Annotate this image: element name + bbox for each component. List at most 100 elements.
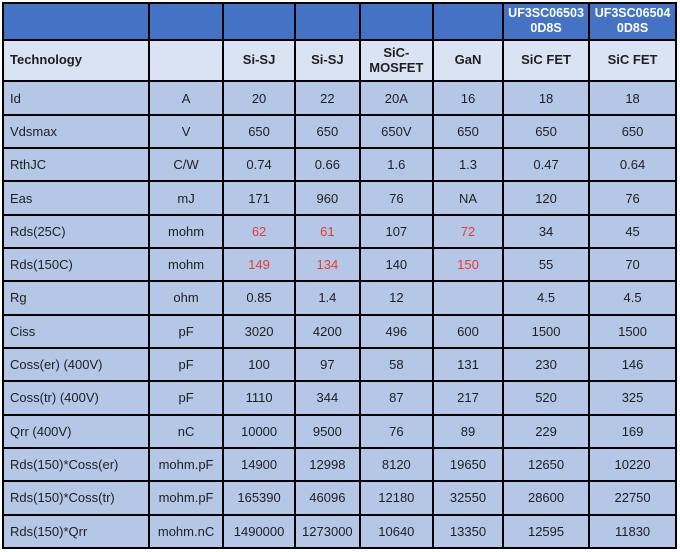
value-cell: 650 [501,113,591,150]
value-cell: 46096 [294,480,361,516]
value-cell: 0.66 [294,147,361,183]
unit-cell: nC [148,413,225,449]
value-cell: 1500 [588,313,677,349]
value-cell: 12998 [294,446,361,483]
value-cell: 18 [588,80,677,116]
value-cell: 19650 [432,446,504,483]
value-cell: 1110 [222,380,297,416]
part-number-header-cell: UF3SC06503 0D8S [501,2,591,41]
value-cell: 4200 [294,313,361,349]
value-cell: 165390 [222,480,297,516]
technology-header-cell: GaN [432,38,504,83]
value-cell: 4.5 [501,280,591,316]
value-cell: 344 [294,380,361,416]
technology-header-cell: Si-SJ [222,38,297,83]
part-number-header-row: UF3SC06503 0D8S UF3SC06504 0D8S [1,2,677,41]
value-cell: 13350 [432,513,504,550]
parameter-label: Coss(tr) (400V) [1,380,151,416]
unit-cell: mohm [148,213,225,250]
unit-cell: mohm.pF [148,446,225,483]
value-cell: 55 [501,246,591,283]
value-cell: 8120 [358,446,435,483]
value-cell: 45 [588,213,677,250]
value-cell: 120 [501,180,591,216]
value-cell: 10640 [358,513,435,550]
value-cell: 1.4 [294,280,361,316]
value-cell: 149 [222,246,297,283]
value-cell: 146 [588,346,677,383]
value-cell: 70 [588,246,677,283]
value-cell: 87 [358,380,435,416]
unit-cell: V [148,113,225,150]
empty-header-cell [1,2,151,41]
parameter-label: Rg [1,280,151,316]
value-cell: 72 [432,213,504,250]
value-cell: 650 [222,113,297,150]
value-cell: 650 [294,113,361,150]
value-cell: 18 [501,80,591,116]
value-cell: 10220 [588,446,677,483]
table-row: Id A 20 22 20A 16 18 18 [1,80,677,116]
value-cell: 28600 [501,480,591,516]
value-cell: 650 [588,113,677,150]
table-row: Ciss pF 3020 4200 496 600 1500 1500 [1,313,677,349]
table-row: Rds(150)*Coss(tr) mohm.pF 165390 46096 12180… [1,480,677,516]
value-cell: 325 [588,380,677,416]
empty-header-cell [358,2,435,41]
parameter-label: Rds(150)*Coss(er) [1,446,151,483]
technology-header-cell: Si-SJ [294,38,361,83]
empty-header-cell [294,2,361,41]
value-cell: 100 [222,346,297,383]
value-cell: 0.47 [501,147,591,183]
value-cell: 0.64 [588,147,677,183]
value-cell: 20A [358,80,435,116]
value-cell: 12180 [358,480,435,516]
value-cell: 0.85 [222,280,297,316]
value-cell: 650V [358,113,435,150]
value-cell [432,280,504,316]
unit-cell: mJ [148,180,225,216]
unit-cell: mohm.nC [148,513,225,550]
table-row: Rds(150C) mohm 149 134 140 150 55 70 [1,246,677,283]
part-number-header-cell: UF3SC06504 0D8S [588,2,677,41]
table-row: Rds(150)*Qrr mohm.nC 1490000 1273000 10640 13… [1,513,677,550]
unit-cell: pF [148,346,225,383]
value-cell: 89 [432,413,504,449]
table-row: Rds(25C) mohm 62 61 107 72 34 45 [1,213,677,250]
unit-cell: pF [148,380,225,416]
value-cell: 12 [358,280,435,316]
table-row: Rg ohm 0.85 1.4 12 4.5 4.5 [1,280,677,316]
value-cell: 32550 [432,480,504,516]
value-cell: 1500 [501,313,591,349]
value-cell: 22750 [588,480,677,516]
value-cell: 650 [432,113,504,150]
value-cell: 229 [501,413,591,449]
value-cell: 9500 [294,413,361,449]
table-row: Qrr (400V) nC 10000 9500 76 89 229 169 [1,413,677,449]
value-cell: 1.6 [358,147,435,183]
value-cell: 0.74 [222,147,297,183]
empty-header-cell [222,2,297,41]
empty-header-cell [432,2,504,41]
table-row: Eas mJ 171 960 76 NA 120 76 [1,180,677,216]
parameter-label: Rds(150C) [1,246,151,283]
technology-header-row: Technology Si-SJ Si-SJ SiC-MOSFET GaN SiC FET… [1,38,677,83]
parameter-label: RthJC [1,147,151,183]
value-cell: 76 [358,413,435,449]
table-row: Coss(er) (400V) pF 100 97 58 131 230 146 [1,346,677,383]
value-cell: 1.3 [432,147,504,183]
value-cell: 10000 [222,413,297,449]
parameter-label: Qrr (400V) [1,413,151,449]
parameter-label: Rds(25C) [1,213,151,250]
value-cell: 134 [294,246,361,283]
technology-header-label: Technology [1,38,151,83]
parameter-label: Rds(150)*Coss(tr) [1,480,151,516]
unit-cell: mohm.pF [148,480,225,516]
value-cell: 1273000 [294,513,361,550]
value-cell: 131 [432,346,504,383]
unit-cell: pF [148,313,225,349]
value-cell: 3020 [222,313,297,349]
